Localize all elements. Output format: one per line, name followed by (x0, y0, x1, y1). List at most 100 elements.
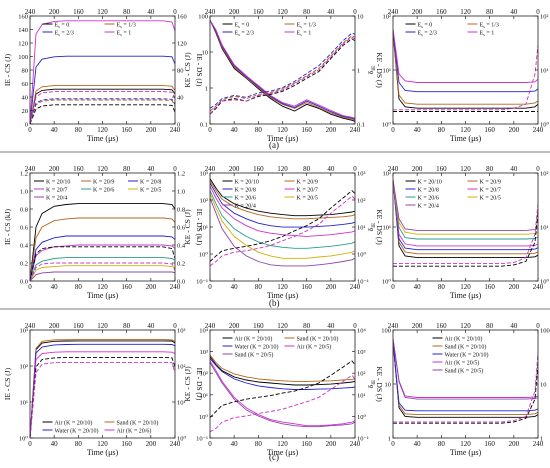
y-right-tick-label: 10⁻¹ (357, 279, 369, 286)
y-right-tick-label: 0.2 (177, 261, 185, 268)
y-right-tick-label: 10⁰ (357, 414, 367, 421)
top-tick-label: 200 (229, 8, 240, 16)
x-tick-label: 240 (350, 126, 361, 134)
x-axis-label: Time (μs) (87, 291, 119, 300)
legend-label: K = 20/7 (480, 188, 501, 194)
y-right-tick-label: 10⁻¹ (357, 436, 369, 443)
top-tick-label: 240 (388, 165, 399, 173)
series-line-1 (30, 339, 175, 438)
y-right-tick-label: 10⁰ (540, 279, 550, 286)
y-right-tick-label: 10⁰ (357, 252, 367, 259)
y-left-tick-label: 100 (381, 328, 391, 335)
x-tick-label: 40 (51, 126, 59, 134)
series-line-3 (393, 28, 538, 83)
series-line-2 (210, 358, 355, 390)
x-tick-label: 160 (301, 126, 312, 134)
series-group (393, 28, 538, 112)
x-axis-label: Time (μs) (267, 291, 299, 300)
series-line-3 (210, 360, 355, 427)
x-tick-label: 0 (391, 283, 395, 291)
legend-label: K = 20/10 (46, 180, 70, 186)
x-tick-label: 40 (51, 440, 59, 448)
x-tick-label: 120 (97, 283, 108, 291)
x-tick-label: 200 (146, 283, 157, 291)
x-tick-label: 80 (255, 440, 263, 448)
y-left-tick-label: 10² (383, 14, 392, 21)
x-tick-label: 80 (438, 440, 446, 448)
x-tick-label: 120 (460, 126, 471, 134)
top-tick-label: 120 (277, 322, 288, 330)
x-tick-label: 0 (208, 126, 212, 134)
series-line-6 (30, 98, 175, 124)
y-left-axis-label: δIE (366, 65, 377, 74)
chart-a3: 0 40 80 120 160 200 240 Time (μs) 240 200 160 120 80… (366, 8, 550, 143)
top-tick-label: 120 (97, 8, 108, 16)
legend-label: Air (K = 20/10) (55, 420, 93, 427)
legend-label: Es = 2/3 (235, 31, 254, 38)
y-left-tick-label: 1.2 (20, 171, 28, 178)
y-right-tick-label: 10¹ (177, 400, 186, 407)
series-line-8 (393, 203, 538, 265)
legend: Air (K = 20/10) Sand (K = 20/10) Water (K … (222, 336, 338, 359)
top-tick-label: 40 (147, 322, 155, 330)
top-tick-label: 0 (173, 165, 177, 173)
y-right-tick-label: 10⁰ (177, 436, 187, 443)
y-left-tick-label: 160 (18, 14, 28, 21)
x-axis-label: Time (μs) (267, 448, 299, 457)
top-tick-label: 240 (205, 165, 216, 173)
y-left-tick-label: 10⁰ (19, 436, 29, 443)
top-tick-label: 240 (25, 165, 36, 173)
top-tick-label: 240 (388, 322, 399, 330)
row-label-c: (c) (269, 452, 279, 462)
top-tick-label: 160 (253, 322, 264, 330)
series-line-6 (210, 197, 355, 267)
legend-label: Water (K = 20/10) (235, 344, 279, 351)
top-tick-label: 80 (123, 322, 131, 330)
series-line-3 (393, 338, 538, 398)
chart-c1: 0 40 80 120 160 200 240 Time (μs) 240 200 160 120 80… (3, 322, 204, 457)
legend: Es = 0 Es = 1/3 Es = 2/3 Es = 1 (222, 23, 316, 38)
y-right-tick-label: 10² (540, 171, 549, 178)
y-right-tick-label: 10² (540, 14, 549, 21)
series-line-1 (210, 19, 355, 121)
top-tick-label: 40 (147, 165, 155, 173)
legend-label: Es = 1 (297, 31, 312, 38)
y-left-tick-label: 1 (205, 86, 208, 93)
legend-label: Es = 1 (480, 31, 495, 38)
series-line-7 (210, 189, 355, 262)
legend-label: K = 20/4 (235, 204, 256, 210)
y-left-axis-label: IE - CS (kJ) (3, 208, 12, 245)
x-tick-label: 200 (509, 440, 520, 448)
top-tick-label: 160 (436, 322, 447, 330)
series-line-4 (210, 362, 355, 428)
x-axis-label: Time (μs) (267, 134, 299, 143)
series-line-4 (30, 104, 175, 124)
series-line-6 (210, 32, 355, 109)
y-right-tick-label: 10 (540, 382, 547, 389)
top-tick-label: 40 (327, 8, 335, 16)
series-line-3 (30, 244, 175, 281)
x-tick-label: 40 (414, 126, 422, 134)
top-tick-label: 160 (253, 165, 264, 173)
y-right-tick-label: 80 (177, 68, 184, 75)
legend-label: K = 20/9 (297, 180, 318, 186)
legend-label: K = 20/7 (46, 188, 67, 194)
x-tick-label: 160 (121, 126, 132, 134)
top-tick-label: 200 (412, 165, 423, 173)
top-tick-label: 0 (536, 8, 540, 16)
series-line-0 (30, 88, 175, 124)
legend-label: K = 20/4 (46, 196, 67, 202)
y-left-tick-label: 10 (385, 382, 392, 389)
x-tick-label: 80 (438, 283, 446, 291)
y-left-axis-label: KE - CS (J) (183, 366, 192, 402)
y-left-tick-label: 40 (22, 95, 29, 102)
legend-label: K = 20/10 (418, 180, 442, 186)
chart-b2: 0 40 80 120 160 200 240 Time (μs) 240 200 160 120 80… (183, 165, 384, 300)
series-line-6 (393, 179, 538, 231)
series-line-0 (210, 178, 355, 217)
x-tick-label: 0 (28, 440, 32, 448)
row-label-b: (b) (269, 298, 280, 308)
y-left-tick-label: 10⁰ (382, 122, 392, 129)
